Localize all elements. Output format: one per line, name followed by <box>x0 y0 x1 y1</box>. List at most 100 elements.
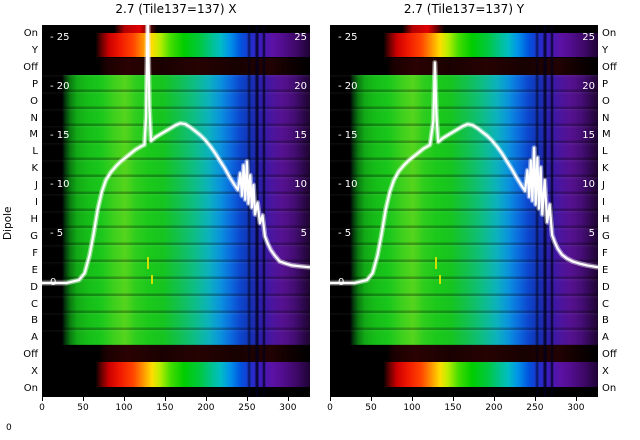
x-tick-mark <box>164 397 166 401</box>
db-tick-label-right: 5 <box>300 228 307 239</box>
row-label-left: O <box>30 95 38 107</box>
x-axis-ticks-x: 0 50 100 150 200 250 300 <box>39 397 310 419</box>
x-tick-label: 300 <box>567 403 585 413</box>
x-tick-mark <box>534 397 536 401</box>
x-tick-label: 50 <box>77 403 89 413</box>
row-label-left: E <box>31 264 38 276</box>
row-label-right: K <box>602 163 609 175</box>
x-tick-label: 200 <box>485 403 503 413</box>
heatmap-artifact <box>150 275 153 284</box>
power-trace <box>330 61 598 285</box>
db-tick-label-right: 5 <box>588 228 595 239</box>
x-tick-mark <box>287 397 289 401</box>
x-tick-mark <box>575 397 577 401</box>
row-label-right: E <box>602 264 609 276</box>
db-tick-label-left: - 10 <box>50 179 70 190</box>
x-tick-label: 150 <box>444 403 462 413</box>
row-label-left: Y <box>31 44 38 56</box>
row-label-right: O <box>602 95 610 107</box>
row-label-left: Off <box>23 61 38 73</box>
power-trace <box>42 25 310 285</box>
x-tick-label: 100 <box>403 403 421 413</box>
row-label-right: J <box>602 180 605 192</box>
row-label-right: X <box>602 366 609 378</box>
panel-title-x: 2.7 (Tile137=137) X <box>115 2 237 16</box>
x-tick-label: 0 <box>327 403 333 413</box>
row-label-left: I <box>35 197 38 209</box>
rfi-dark-lines-overlay <box>42 25 310 397</box>
row-label-left: H <box>30 213 38 225</box>
db-tick-label-right: 10 <box>294 179 307 190</box>
x-tick-label: 50 <box>365 403 377 413</box>
row-label-left: Off <box>23 349 38 361</box>
x-axis-ticks-y: 0 50 100 150 200 250 300 <box>327 397 598 419</box>
row-label-right: L <box>602 146 608 158</box>
row-label-right: Off <box>602 61 617 73</box>
heatmap-panel-y: - 25 25 - 20 20 - 15 15 - 10 10 - 5 5 0 <box>330 25 598 397</box>
x-tick-label: 250 <box>238 403 256 413</box>
db-tick-label-left: - 20 <box>338 81 358 92</box>
db-tick-label-left: - 25 <box>338 32 358 43</box>
row-label-right: M <box>602 129 611 141</box>
row-label-right: On <box>602 383 617 395</box>
row-label-left: B <box>31 315 38 327</box>
row-label-right: D <box>602 281 610 293</box>
heatmap-panel-x: - 25 25 - 20 20 - 15 15 - 10 10 - 5 5 0 <box>42 25 310 397</box>
row-label-left: K <box>31 163 38 175</box>
row-label-left: M <box>29 129 38 141</box>
corner-zero-label: 0 <box>6 423 12 433</box>
row-label-right: C <box>602 298 609 310</box>
row-label-right: F <box>602 247 608 259</box>
x-tick-label: 0 <box>39 403 45 413</box>
row-label-left: On <box>23 383 38 395</box>
db-tick-label-left: - 15 <box>338 130 358 141</box>
db-tick-label-right: 25 <box>582 32 595 43</box>
rfi-dark-lines-overlay <box>330 25 598 397</box>
db-tick-label-right: 20 <box>294 81 307 92</box>
row-label-left: L <box>32 146 38 158</box>
row-label-left: X <box>31 366 38 378</box>
row-label-right: A <box>602 332 609 344</box>
db-tick-label-left: 0 <box>50 277 57 288</box>
db-tick-label-right: 10 <box>582 179 595 190</box>
db-tick-label-left: - 15 <box>50 130 70 141</box>
power-trace-overlay <box>330 60 598 286</box>
x-tick-mark <box>246 397 248 401</box>
x-tick-mark <box>370 397 372 401</box>
db-tick-label-left: - 20 <box>50 81 70 92</box>
row-label-right: I <box>602 197 605 209</box>
db-tick-label-left: - 5 <box>338 228 352 239</box>
x-tick-mark <box>411 397 413 401</box>
db-axis-labels: - 25 25 - 20 20 - 15 15 - 10 10 - 5 5 0 <box>330 25 598 397</box>
db-tick-label-left: - 10 <box>338 179 358 190</box>
x-tick-mark <box>42 397 43 401</box>
row-label-right: B <box>602 315 609 327</box>
row-label-right: Off <box>602 349 617 361</box>
row-label-left: G <box>30 230 38 242</box>
x-tick-mark <box>330 397 331 401</box>
heatmap-artifact <box>434 257 437 269</box>
row-label-left: A <box>31 332 38 344</box>
row-label-left: On <box>23 27 38 39</box>
row-label-right: N <box>602 112 610 124</box>
row-label-left: C <box>31 298 38 310</box>
row-label-left: F <box>32 247 38 259</box>
heatmap-artifact <box>438 275 441 284</box>
row-label-right: P <box>602 78 609 90</box>
row-label-left: D <box>30 281 38 293</box>
db-tick-label-right: 20 <box>582 81 595 92</box>
db-tick-label-right: 15 <box>294 130 307 141</box>
x-tick-mark <box>493 397 495 401</box>
db-axis-labels: - 25 25 - 20 20 - 15 15 - 10 10 - 5 5 0 <box>42 25 310 397</box>
power-trace-overlay <box>42 25 310 286</box>
x-tick-label: 100 <box>115 403 133 413</box>
x-tick-mark <box>123 397 125 401</box>
panel-title-y: 2.7 (Tile137=137) Y <box>403 2 525 16</box>
x-tick-mark <box>205 397 207 401</box>
db-tick-label-left: - 5 <box>50 228 64 239</box>
db-tick-label-left: 0 <box>338 277 345 288</box>
row-label-right: G <box>602 230 610 242</box>
x-tick-label: 150 <box>156 403 174 413</box>
row-label-left: P <box>31 78 38 90</box>
db-tick-label-right: 25 <box>294 32 307 43</box>
